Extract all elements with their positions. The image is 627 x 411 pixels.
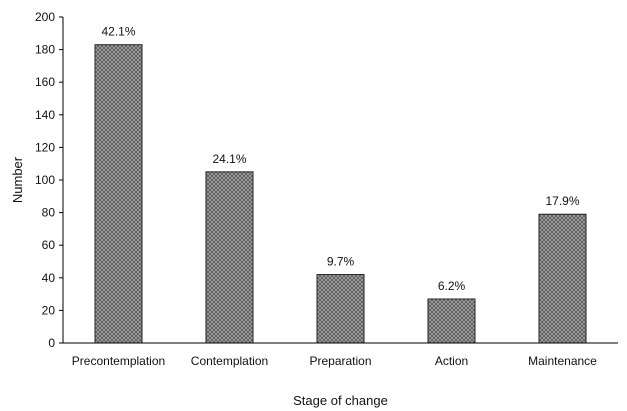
y-tick-label: 180 [35,43,55,57]
category-label-precontemplation: Precontemplation [72,354,165,368]
y-tick-label: 80 [42,206,56,220]
y-tick-label: 20 [42,303,56,317]
y-tick-label: 200 [35,10,55,24]
bar-precontemplation [94,44,143,344]
category-label-contemplation: Contemplation [191,354,268,368]
y-axis-title: Number [10,156,25,203]
y-tick-label: 140 [35,108,55,122]
category-label-maintenance: Maintenance [528,354,597,368]
data-label-precontemplation: 42.1% [101,25,135,39]
category-label-action: Action [435,354,468,368]
category-label-preparation: Preparation [309,354,371,368]
y-tick-label: 60 [42,238,56,252]
y-tick-label: 40 [42,271,56,285]
y-tick-label: 160 [35,75,55,89]
data-label-maintenance: 17.9% [545,194,579,208]
bar-preparation [316,274,365,344]
bar-contemplation [205,171,254,344]
bars [94,44,587,344]
bar-action [427,298,476,344]
y-tick-label: 100 [35,173,55,187]
data-label-action: 6.2% [438,279,466,293]
data-label-preparation: 9.7% [327,255,355,269]
y-axis-ticks: 0 20 40 60 80 100 120 140 160 180 200 [35,10,63,350]
data-label-contemplation: 24.1% [212,152,246,166]
x-axis-title: Stage of change [293,393,388,408]
category-labels: Precontemplation Contemplation Preparation… [72,354,597,368]
y-tick-label: 120 [35,140,55,154]
bar-maintenance [538,213,587,344]
y-tick-label: 0 [48,336,55,350]
data-labels: 42.1% 24.1% 9.7% 6.2% 17.9% [101,25,579,293]
